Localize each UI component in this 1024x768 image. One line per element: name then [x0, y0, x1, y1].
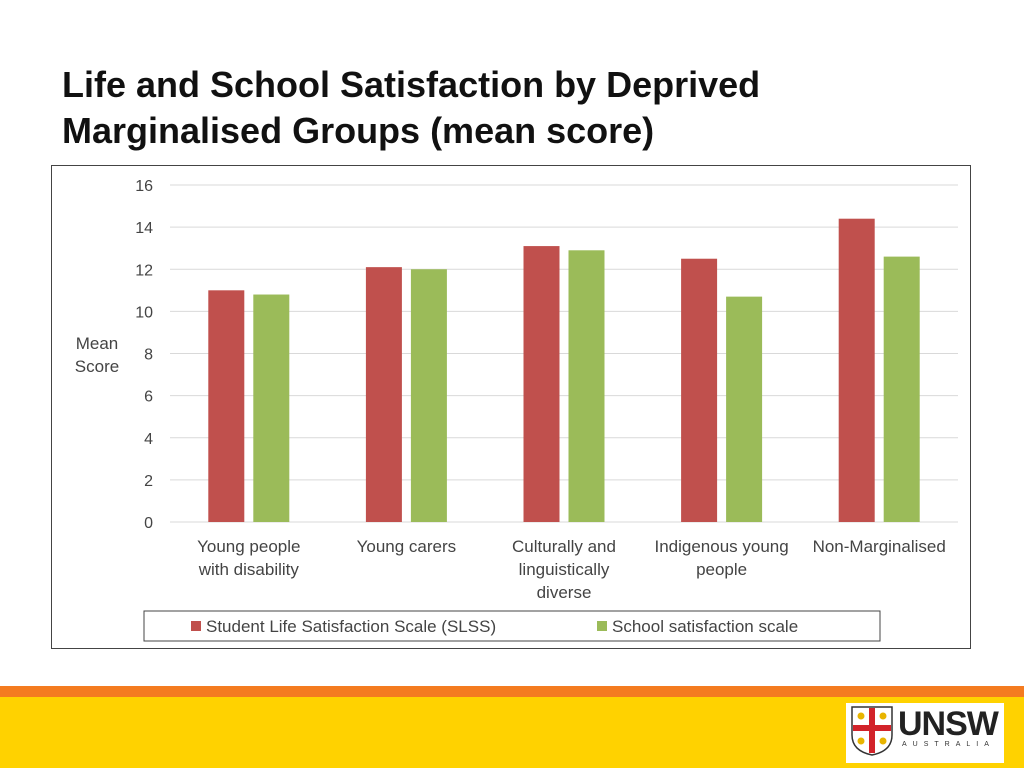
legend-label: School satisfaction scale: [612, 617, 798, 636]
y-tick-label: 8: [144, 347, 153, 364]
y-tick-label: 6: [144, 389, 153, 406]
y-axis-label: Mean: [76, 334, 119, 353]
footer-orange-stripe: [0, 686, 1024, 697]
legend-label: Student Life Satisfaction Scale (SLSS): [206, 617, 496, 636]
legend-swatch: [191, 621, 201, 631]
crest-icon: [851, 706, 893, 756]
bar-slss-2: [523, 246, 560, 523]
bar-school-2: [568, 250, 605, 522]
slide-title: Life and School Satisfaction by Deprived…: [62, 62, 962, 154]
x-category-label: Indigenous young: [654, 537, 788, 556]
bar-school-4: [883, 256, 920, 522]
x-category-label: Non-Marginalised: [813, 537, 946, 556]
x-category-label: people: [696, 560, 747, 579]
y-tick-label: 16: [135, 178, 153, 195]
x-category-label: Young people: [197, 537, 300, 556]
bar-slss-4: [838, 218, 875, 522]
y-tick-label: 10: [135, 304, 153, 321]
y-tick-label: 12: [135, 262, 153, 279]
title-line-2: Marginalised Groups (mean score): [62, 110, 655, 151]
x-category-label: with disability: [198, 560, 300, 579]
x-category-label: Culturally and: [512, 537, 616, 556]
title-line-1: Life and School Satisfaction by Deprived: [62, 64, 761, 105]
x-category-label: linguistically: [519, 560, 610, 579]
x-category-label: diverse: [537, 583, 592, 602]
legend-box: [143, 610, 881, 642]
logo-subtitle: AUSTRALIA: [902, 741, 995, 748]
logo-wordmark: UNSW: [898, 705, 999, 743]
x-category-label: Young carers: [357, 537, 457, 556]
y-tick-label: 4: [144, 431, 153, 448]
y-tick-label: 0: [144, 515, 153, 532]
unsw-logo: UNSW AUSTRALIA: [846, 703, 1004, 763]
bar-chart: 0 2 4 6 8 10 12 14 16 Mean Score Young people with d…: [75, 178, 958, 642]
chart-frame: 0 2 4 6 8 10 12 14 16 Mean Score Young people with d…: [51, 165, 971, 649]
y-tick-label: 2: [144, 473, 153, 490]
bar-school-3: [726, 296, 763, 522]
legend-swatch: [597, 621, 607, 631]
bar-slss-1: [365, 267, 402, 522]
y-tick-label: 14: [135, 220, 153, 237]
bar-slss-0: [208, 290, 245, 522]
bar-school-1: [410, 269, 447, 522]
bar-school-0: [253, 294, 290, 522]
bar-slss-3: [681, 258, 718, 522]
y-axis-label: Score: [75, 357, 119, 376]
